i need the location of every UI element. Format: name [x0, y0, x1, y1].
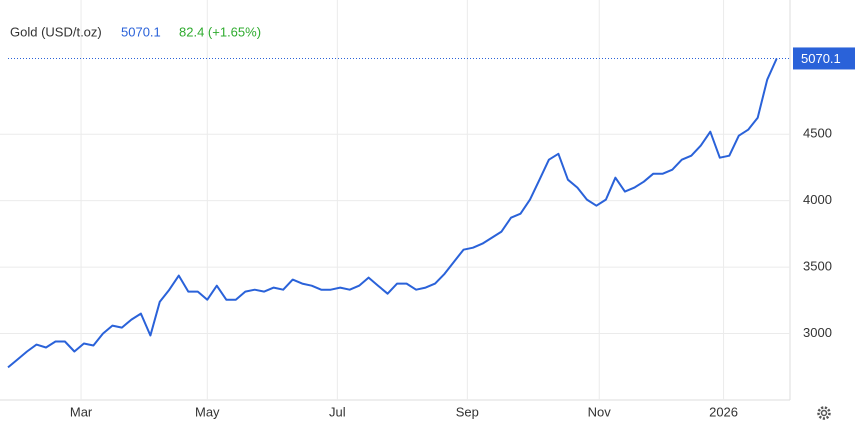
- change: 82.4 (+1.65%): [179, 24, 261, 39]
- y-tick-label: 3500: [803, 259, 832, 274]
- y-tick-label: 4500: [803, 126, 832, 141]
- chart-title: Gold (USD/t.oz): [10, 24, 102, 39]
- x-tick-label: May: [195, 404, 220, 419]
- y-tick-label: 3000: [803, 325, 832, 340]
- last-price-box: [793, 47, 855, 70]
- x-tick-label: Mar: [70, 404, 93, 419]
- y-tick-label: 4000: [803, 192, 832, 207]
- x-tick-label: Jul: [329, 404, 346, 419]
- x-tick-label: Sep: [456, 404, 479, 419]
- last-price-label: 5070.1: [801, 51, 841, 66]
- x-tick-label: Nov: [588, 404, 612, 419]
- price-line: [7, 58, 778, 369]
- settings-icon[interactable]: [817, 406, 831, 420]
- price: 5070.1: [121, 24, 161, 39]
- x-tick-label: 2026: [709, 404, 738, 419]
